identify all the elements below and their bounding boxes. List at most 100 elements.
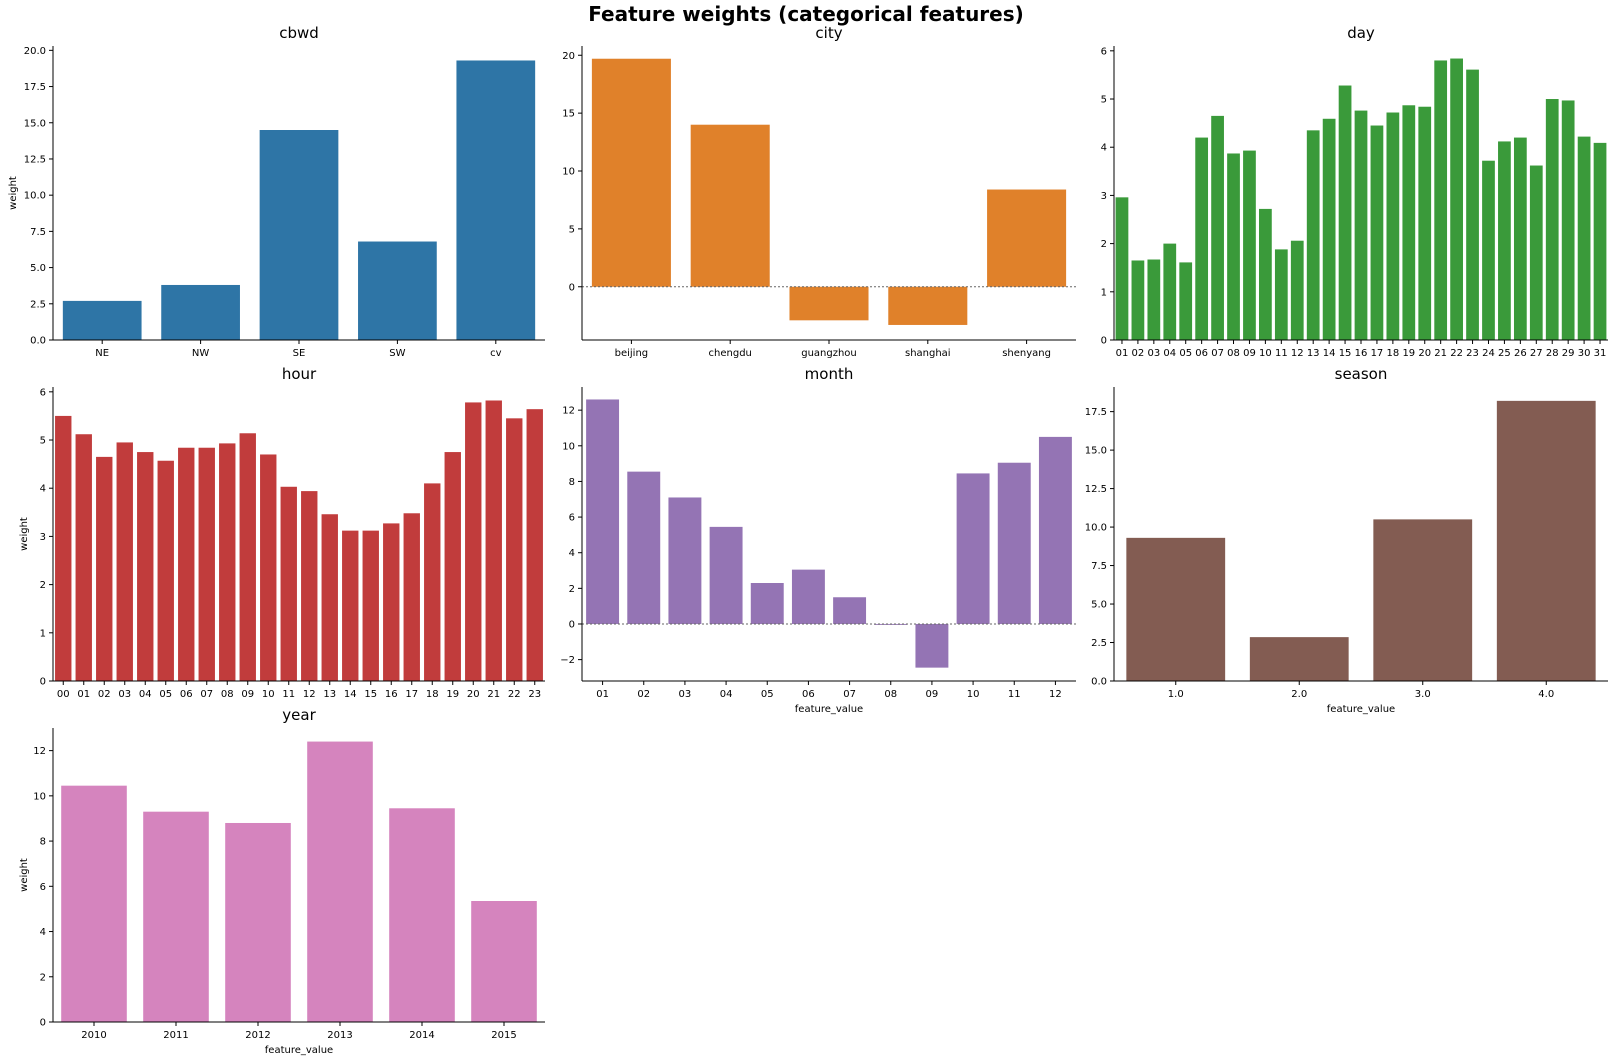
bar-day-23	[1466, 69, 1479, 340]
x-tick-label: 17	[405, 689, 418, 700]
x-tick-label: 11	[282, 689, 295, 700]
y-tick-label: 0.0	[30, 336, 46, 347]
x-tick-label: 15	[364, 689, 377, 700]
x-tick-label: 05	[761, 689, 774, 700]
bar-day-07	[1211, 115, 1224, 340]
x-tick-label: 1.0	[1168, 689, 1184, 700]
bar-year-2014	[389, 808, 455, 1022]
y-tick-label: 15.0	[1085, 446, 1107, 457]
y-tick-label: 15.0	[24, 118, 46, 129]
bar-day-09	[1243, 150, 1256, 340]
x-tick-label: 18	[1387, 348, 1400, 359]
panel-title: city	[815, 24, 842, 42]
x-tick-label: 13	[323, 689, 336, 700]
bar-hour-13	[321, 514, 338, 681]
bar-month-09	[915, 623, 949, 668]
x-tick-label: 08	[884, 689, 897, 700]
x-tick-label: 06	[1195, 348, 1208, 359]
bar-hour-15	[362, 530, 379, 681]
bar-day-15	[1338, 85, 1352, 341]
x-tick-label: 09	[241, 689, 254, 700]
y-tick-label: −2	[560, 655, 575, 666]
x-tick-label: 2012	[245, 1030, 270, 1041]
bar-hour-07	[198, 447, 215, 681]
y-tick-label: 10	[562, 441, 575, 452]
bar-year-2013	[307, 741, 373, 1022]
bar-hour-21	[485, 400, 502, 681]
x-tick-label: 01	[77, 689, 90, 700]
bar-day-20	[1418, 106, 1432, 340]
y-tick-label: 4	[40, 927, 46, 938]
x-tick-label: 22	[508, 689, 521, 700]
bar-day-12	[1290, 240, 1304, 340]
x-tick-label: 10	[1259, 348, 1272, 359]
x-tick-label: 24	[1482, 348, 1495, 359]
y-tick-label: 5	[40, 436, 46, 447]
bar-year-2010	[61, 785, 127, 1022]
y-tick-label: 17.5	[24, 82, 46, 93]
y-tick-label: 17.5	[1085, 407, 1107, 418]
bar-hour-20	[465, 402, 482, 681]
x-tick-label: SE	[293, 348, 306, 359]
bar-day-31	[1593, 142, 1607, 340]
x-tick-label: 19	[1402, 348, 1415, 359]
x-tick-label: 14	[1323, 348, 1336, 359]
x-tick-label: 07	[843, 689, 856, 700]
bar-day-05	[1179, 262, 1193, 340]
x-tick-label: 16	[1355, 348, 1368, 359]
x-tick-label: SW	[389, 348, 405, 359]
x-tick-label: 10	[967, 689, 980, 700]
y-tick-label: 2	[40, 972, 46, 983]
y-tick-label: 4	[1101, 143, 1107, 154]
y-tick-label: 8	[569, 477, 575, 488]
bar-day-08	[1227, 153, 1240, 340]
bar-day-06	[1195, 137, 1209, 340]
x-tick-label: guangzhou	[801, 348, 857, 359]
x-tick-label: 05	[1179, 348, 1192, 359]
bar-month-03	[668, 497, 702, 624]
bar-cbwd-cv	[456, 60, 536, 340]
x-tick-label: 20	[1418, 348, 1431, 359]
x-tick-label: 22	[1450, 348, 1463, 359]
bar-day-18	[1386, 112, 1400, 340]
y-axis-label: weight	[8, 176, 19, 210]
bar-month-02	[627, 471, 661, 624]
x-tick-label: 2015	[491, 1030, 516, 1041]
x-tick-label: 18	[426, 689, 439, 700]
bar-day-10	[1259, 208, 1272, 340]
bar-day-03	[1147, 259, 1161, 340]
x-tick-label: 07	[1211, 348, 1224, 359]
x-tick-label: 11	[1275, 348, 1288, 359]
panel-title: hour	[282, 365, 317, 383]
x-tick-label: 26	[1514, 348, 1527, 359]
bar-day-17	[1370, 125, 1384, 340]
y-tick-label: 0	[1101, 336, 1107, 347]
x-tick-label: 04	[139, 689, 152, 700]
y-tick-label: 7.5	[1091, 561, 1107, 572]
bar-city-beijing	[591, 58, 671, 287]
bar-year-2015	[471, 901, 537, 1022]
x-tick-label: chengdu	[709, 348, 752, 359]
x-tick-label: 08	[1227, 348, 1240, 359]
x-tick-label: 06	[802, 689, 815, 700]
bar-year-2011	[143, 811, 209, 1022]
bar-hour-11	[280, 486, 297, 681]
x-tick-label: 06	[180, 689, 193, 700]
x-tick-label: 02	[1132, 348, 1145, 359]
x-tick-label: 08	[221, 689, 234, 700]
bar-season-1.0	[1126, 537, 1226, 681]
y-tick-label: 15	[562, 109, 575, 120]
bar-hour-04	[137, 452, 154, 681]
bar-month-12	[1038, 436, 1072, 624]
y-tick-label: 7.5	[30, 227, 46, 238]
bar-cbwd-NW	[161, 284, 240, 340]
bar-day-14	[1322, 118, 1336, 341]
bar-day-28	[1545, 99, 1559, 341]
panel-title: season	[1335, 365, 1388, 383]
bar-month-01	[586, 399, 620, 624]
y-tick-label: 10	[562, 167, 575, 178]
bar-month-11	[997, 462, 1031, 624]
